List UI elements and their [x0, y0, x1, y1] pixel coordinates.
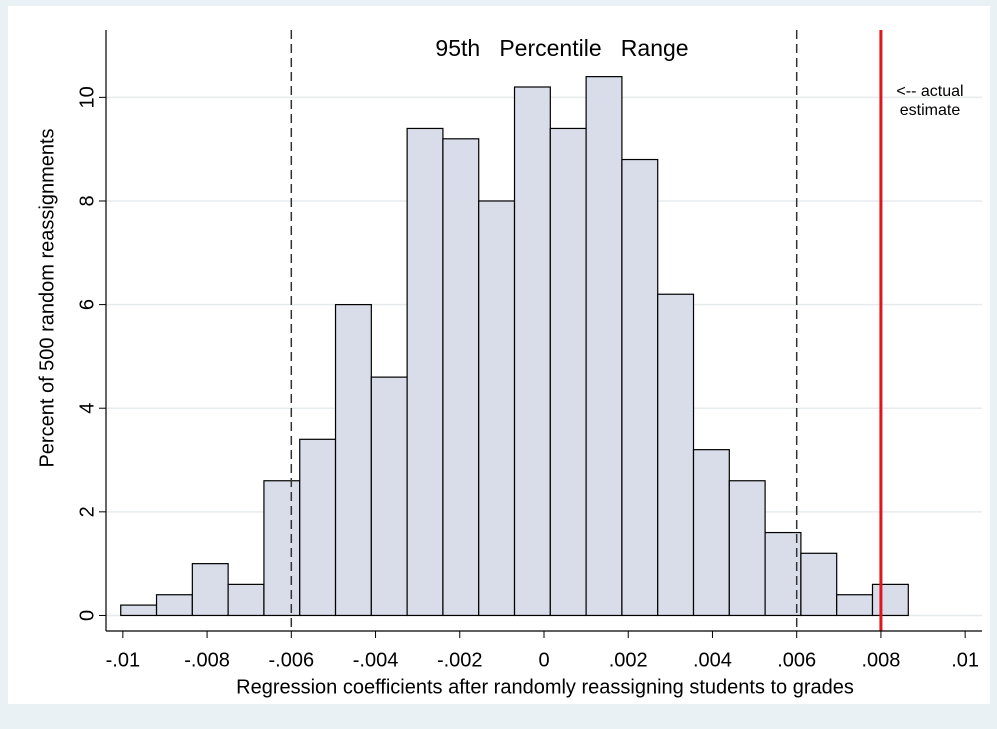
bar — [585, 76, 623, 617]
bar — [334, 303, 372, 617]
x-tick-label: -.004 — [353, 649, 399, 671]
estimate-annotation: <-- actual — [896, 83, 963, 100]
x-tick-label: -.01 — [106, 649, 140, 671]
x-tick-label: -.006 — [269, 649, 315, 671]
bar — [120, 604, 158, 617]
y-tick-label: 10 — [76, 86, 98, 108]
bar — [871, 583, 909, 617]
bar — [657, 293, 695, 617]
x-tick-label: .008 — [861, 649, 900, 671]
bar — [764, 531, 802, 617]
bar — [155, 594, 193, 617]
y-tick-label: 6 — [76, 299, 98, 310]
y-tick-label: 2 — [76, 506, 98, 517]
x-tick-label: -.002 — [437, 649, 483, 671]
bar — [728, 480, 766, 617]
bar — [800, 552, 838, 617]
x-tick-label: .01 — [951, 649, 979, 671]
estimate-annotation: estimate — [900, 102, 961, 119]
bar — [263, 480, 301, 617]
y-axis-title: Percent of 500 random reassignments — [36, 128, 58, 467]
bar — [692, 449, 730, 617]
bar — [836, 594, 874, 617]
x-tick-label: .002 — [609, 649, 648, 671]
bar — [478, 200, 516, 617]
x-tick-label: 0 — [538, 649, 549, 671]
bar — [513, 86, 551, 617]
y-tick-label: 4 — [76, 403, 98, 414]
bar — [549, 127, 587, 617]
y-tick-label: 0 — [76, 610, 98, 621]
bar — [621, 158, 659, 617]
x-axis-title: Regression coefficients after randomly r… — [236, 676, 854, 698]
y-tick-label: 8 — [76, 195, 98, 206]
bar — [442, 138, 480, 617]
x-tick-label: .004 — [693, 649, 732, 671]
bar — [406, 127, 444, 617]
x-tick-label: -.008 — [184, 649, 230, 671]
bar — [191, 563, 229, 617]
range-annotation: 95th Percentile Range — [435, 35, 688, 61]
bar — [227, 583, 265, 617]
bar — [299, 438, 337, 617]
x-tick-label: .006 — [777, 649, 816, 671]
bar — [370, 376, 408, 617]
